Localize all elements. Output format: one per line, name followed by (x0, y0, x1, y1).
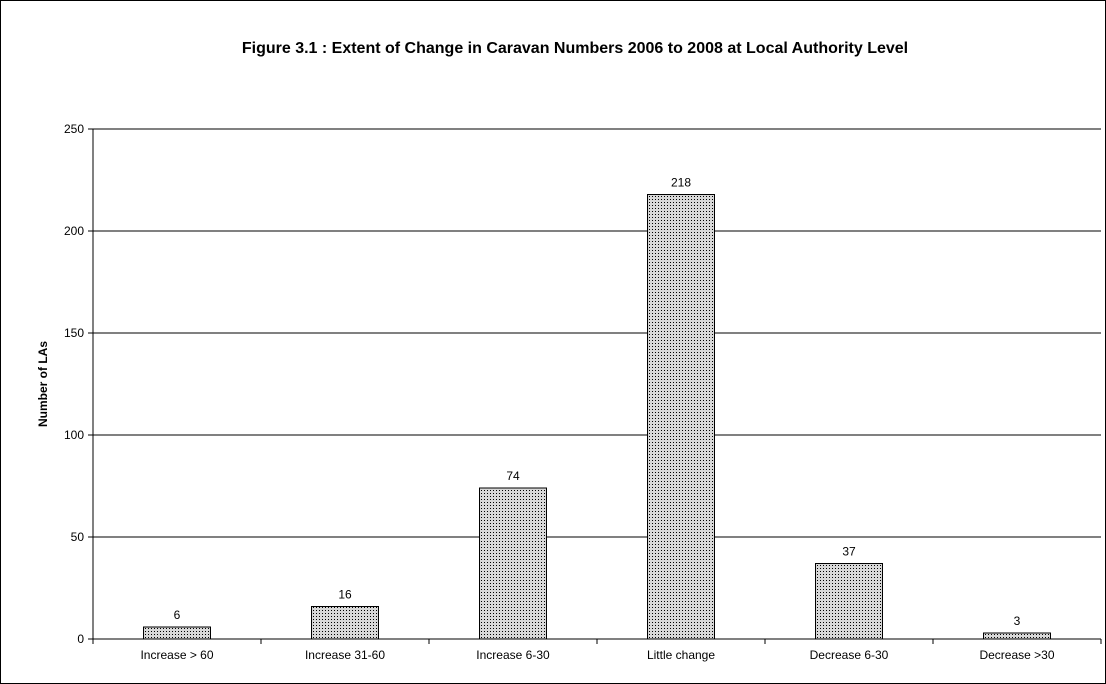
x-tick-label: Little change (647, 648, 715, 662)
data-label: 218 (671, 175, 691, 189)
labels: 0 50 100 150 200 250 Increase > 60 6 Increase 31… (36, 122, 1055, 662)
chart-title: Figure 3.1 : Extent of Change in Caravan… (241, 40, 909, 57)
bar (142, 626, 212, 640)
bar (982, 632, 1052, 640)
bar (814, 563, 884, 640)
data-label: 74 (506, 469, 520, 483)
y-axis-title: Number of LAs (36, 341, 50, 427)
y-tick-label: 100 (64, 428, 84, 442)
y-tick-label: 250 (64, 122, 84, 136)
y-tick-label: 0 (77, 632, 84, 646)
data-label: 16 (338, 587, 352, 601)
gridlines (93, 128, 1101, 538)
bar (646, 193, 716, 640)
bar (478, 487, 548, 640)
x-tick-label: Decrease 6-30 (810, 648, 889, 662)
x-tick-label: Increase > 60 (140, 648, 213, 662)
x-tick-label: Increase 6-30 (476, 648, 550, 662)
x-tick-label: Increase 31-60 (305, 648, 385, 662)
y-tick-label: 150 (64, 326, 84, 340)
data-label: 6 (174, 608, 181, 622)
y-tick-label: 200 (64, 224, 84, 238)
bar (310, 605, 380, 640)
axes (88, 128, 1102, 644)
x-tick-label: Decrease >30 (979, 648, 1054, 662)
data-label: 3 (1014, 614, 1021, 628)
y-tick-label: 50 (71, 530, 85, 544)
bars (142, 193, 1052, 640)
data-label: 37 (842, 545, 856, 559)
